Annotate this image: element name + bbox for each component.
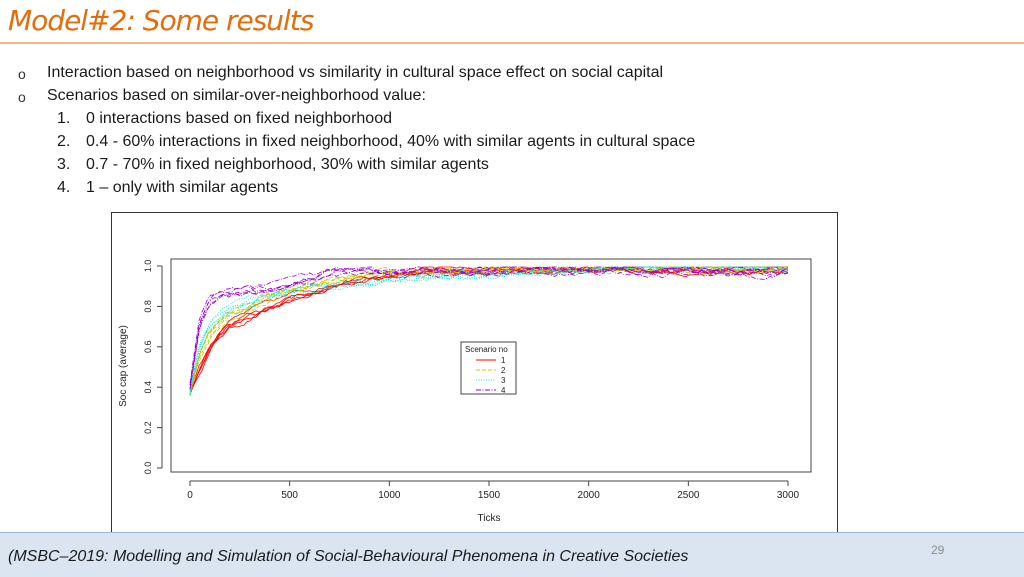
numbered-marker: 3.	[57, 156, 71, 173]
bullet-marker: o	[18, 89, 26, 105]
numbered-marker: 4.	[57, 179, 71, 196]
numbered-marker: 2.	[57, 133, 71, 150]
x-tick-label: 500	[281, 490, 298, 501]
legend-entry-label: 3	[501, 376, 506, 385]
legend-title: Scenario no	[465, 345, 508, 354]
x-tick-label: 3000	[777, 490, 800, 501]
series-line-scenario-3	[189, 266, 788, 392]
y-tick-label: 0.0	[143, 462, 153, 475]
chart-frame: 0.0 0.2 0.4 0.6 0.8 1.0 0 500 1000 1500 2000 2500 3…	[111, 212, 838, 534]
series-line-scenario-4	[189, 266, 789, 385]
legend-entry-label: 4	[501, 386, 506, 395]
footer-bar: (MSBC–2019: Modelling and Simulation of …	[0, 532, 1024, 577]
x-tick-label: 2500	[677, 490, 700, 501]
x-tick-label: 0	[187, 490, 193, 501]
numbered-text: 0 interactions based on fixed neighborho…	[86, 110, 392, 127]
numbered-text: 0.7 - 70% in fixed neighborhood, 30% wit…	[86, 156, 489, 173]
bullet-text: Scenarios based on similar-over-neighbor…	[47, 87, 426, 104]
numbered-text: 0.4 - 60% interactions in fixed neighbor…	[86, 133, 696, 150]
numbered-text: 1 – only with similar agents	[86, 179, 279, 196]
x-tick-label: 2000	[578, 490, 601, 501]
series-line-scenario-3	[189, 266, 789, 390]
y-axis: 0.0 0.2 0.4 0.6 0.8 1.0	[143, 260, 163, 475]
legend-entry-label: 2	[501, 366, 506, 375]
footer-citation: (MSBC–2019: Modelling and Simulation of …	[8, 548, 689, 565]
bullet-marker: o	[18, 66, 26, 82]
x-tick-label: 1000	[378, 490, 401, 501]
x-tick-label: 1500	[478, 490, 501, 501]
numbered-marker: 1.	[57, 110, 71, 127]
legend-entry-label: 1	[501, 356, 506, 365]
line-chart: 0.0 0.2 0.4 0.6 0.8 1.0 0 500 1000 1500 2000 2500 3…	[118, 258, 812, 524]
x-axis: 0 500 1000 1500 2000 2500 3000	[187, 480, 800, 501]
plot-area	[170, 258, 812, 473]
y-tick-label: 0.6	[143, 341, 153, 354]
x-axis-label: Ticks	[478, 513, 501, 524]
y-tick-label: 0.8	[143, 300, 153, 313]
series-group	[189, 266, 789, 396]
legend-box	[460, 341, 517, 395]
series-line-scenario-2	[189, 266, 789, 396]
y-tick-label: 1.0	[143, 260, 153, 273]
slide-title: Model#2: Some results	[8, 4, 314, 37]
bullet-text: Interaction based on neighborhood vs sim…	[47, 64, 664, 81]
series-line-scenario-4	[189, 266, 789, 386]
y-tick-label: 0.2	[143, 421, 153, 434]
series-line-scenario-3	[189, 266, 789, 396]
y-tick-label: 0.4	[143, 381, 153, 394]
title-divider	[0, 42, 1024, 44]
series-line-scenario-4	[189, 266, 789, 384]
y-axis-label: Soc cap (average)	[118, 325, 129, 407]
page-number: 29	[931, 543, 945, 557]
